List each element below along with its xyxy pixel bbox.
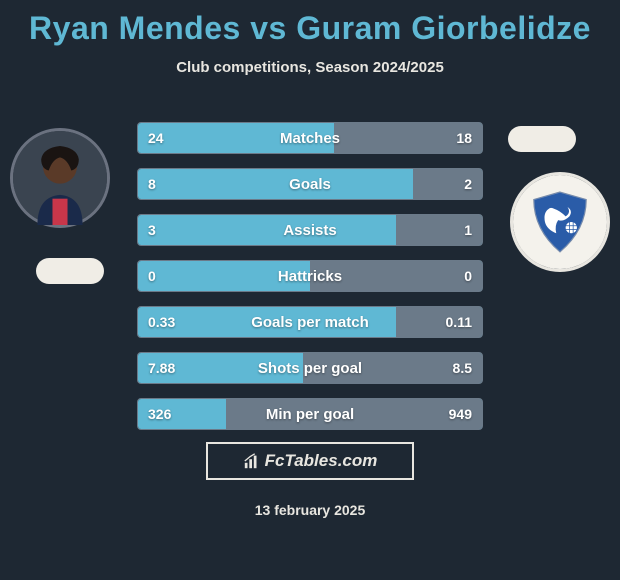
stats-panel: 24Matches18 8Goals2 3Assists1 0Hattricks0 0.… xyxy=(137,122,483,444)
stat-row: 3Assists1 xyxy=(137,214,483,246)
stat-row: 0Hattricks0 xyxy=(137,260,483,292)
date-label: 13 february 2025 xyxy=(0,502,620,518)
subtitle: Club competitions, Season 2024/2025 xyxy=(0,59,620,76)
stat-label: Min per goal xyxy=(138,399,482,429)
stat-value-right: 0.11 xyxy=(436,307,482,337)
stat-label: Matches xyxy=(138,123,482,153)
brand-chart-icon xyxy=(243,452,261,470)
stat-value-right: 1 xyxy=(454,215,482,245)
player-right-flag xyxy=(508,126,576,152)
stat-row: 8Goals2 xyxy=(137,168,483,200)
stat-label: Goals xyxy=(138,169,482,199)
page-title: Ryan Mendes vs Guram Giorbelidze xyxy=(0,0,620,47)
stat-row: 326Min per goal949 xyxy=(137,398,483,430)
brand-badge[interactable]: FcTables.com xyxy=(206,442,414,480)
stat-value-right: 0 xyxy=(454,261,482,291)
brand-text: FcTables.com xyxy=(265,451,378,471)
stat-value-right: 18 xyxy=(446,123,482,153)
stat-row: 24Matches18 xyxy=(137,122,483,154)
club-right-logo xyxy=(513,175,607,269)
stat-label: Assists xyxy=(138,215,482,245)
stat-value-right: 2 xyxy=(454,169,482,199)
stat-label: Hattricks xyxy=(138,261,482,291)
stat-row: 7.88Shots per goal8.5 xyxy=(137,352,483,384)
stat-value-right: 949 xyxy=(439,399,482,429)
player-left-flag xyxy=(36,258,104,284)
stat-label: Shots per goal xyxy=(138,353,482,383)
player-right-avatar xyxy=(510,172,610,272)
stat-label: Goals per match xyxy=(138,307,482,337)
player-left-avatar xyxy=(10,128,110,228)
avatar-left-image xyxy=(13,131,107,225)
stat-row: 0.33Goals per match0.11 xyxy=(137,306,483,338)
stat-value-right: 8.5 xyxy=(443,353,482,383)
